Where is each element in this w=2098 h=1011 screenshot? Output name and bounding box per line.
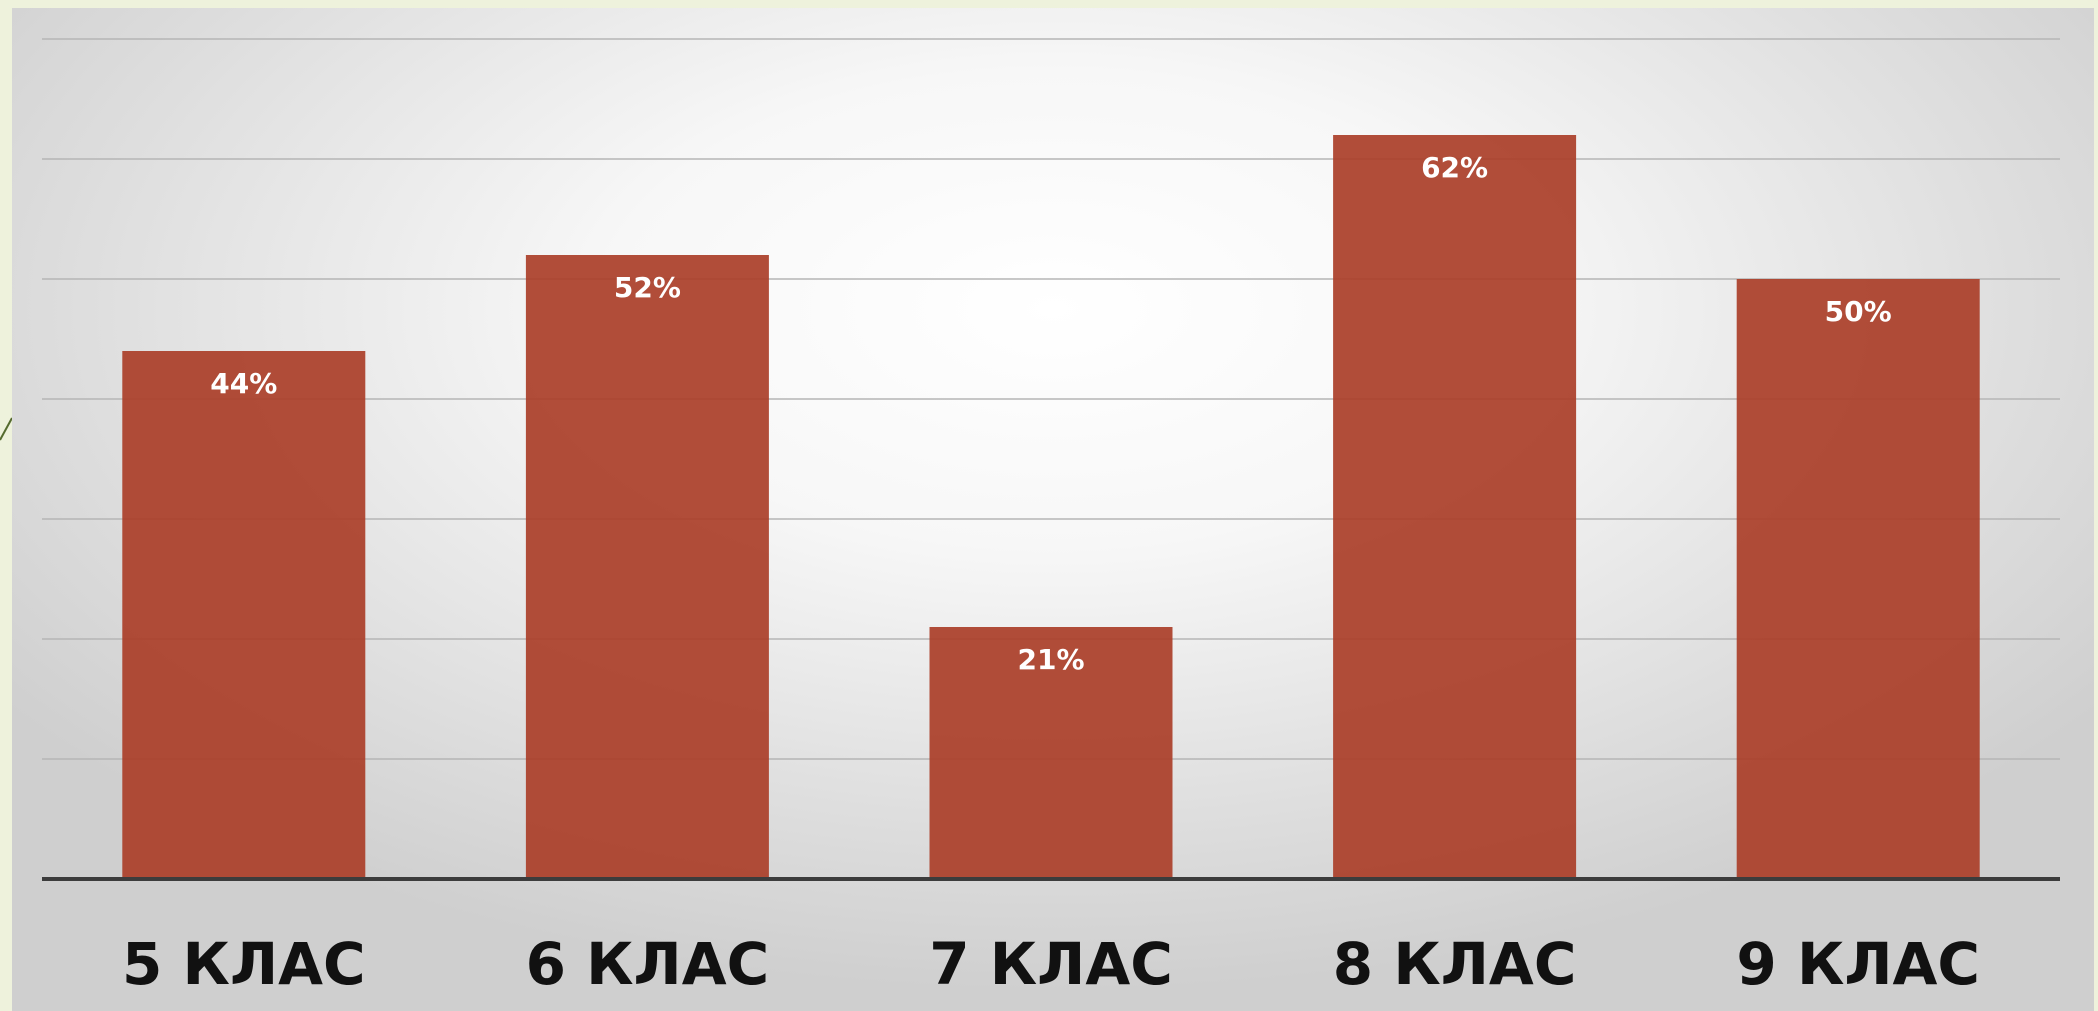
data-label-2: 52%	[614, 271, 681, 304]
bar-5	[1736, 279, 1980, 879]
data-label-3: 21%	[1017, 643, 1084, 676]
data-labels: 44% 52% 21% 62% 50%	[210, 151, 1891, 676]
bar-3	[929, 627, 1173, 879]
category-label-2: 6 КЛАС	[526, 930, 770, 998]
bar-4	[1333, 135, 1577, 879]
category-label-5: 9 КЛАС	[1736, 930, 1980, 998]
data-label-4: 62%	[1421, 151, 1488, 184]
category-labels: 5 КЛАС 6 КЛАС 7 КЛАС 8 КЛАС 9 КЛАС	[122, 930, 1980, 998]
data-label-1: 44%	[210, 367, 277, 400]
bar-2	[525, 255, 769, 879]
category-label-1: 5 КЛАС	[122, 930, 366, 998]
bar-1	[122, 351, 366, 879]
category-label-3: 7 КЛАС	[929, 930, 1173, 998]
category-label-4: 8 КЛАС	[1333, 930, 1577, 998]
data-label-5: 50%	[1825, 295, 1892, 328]
bars	[122, 135, 1980, 879]
